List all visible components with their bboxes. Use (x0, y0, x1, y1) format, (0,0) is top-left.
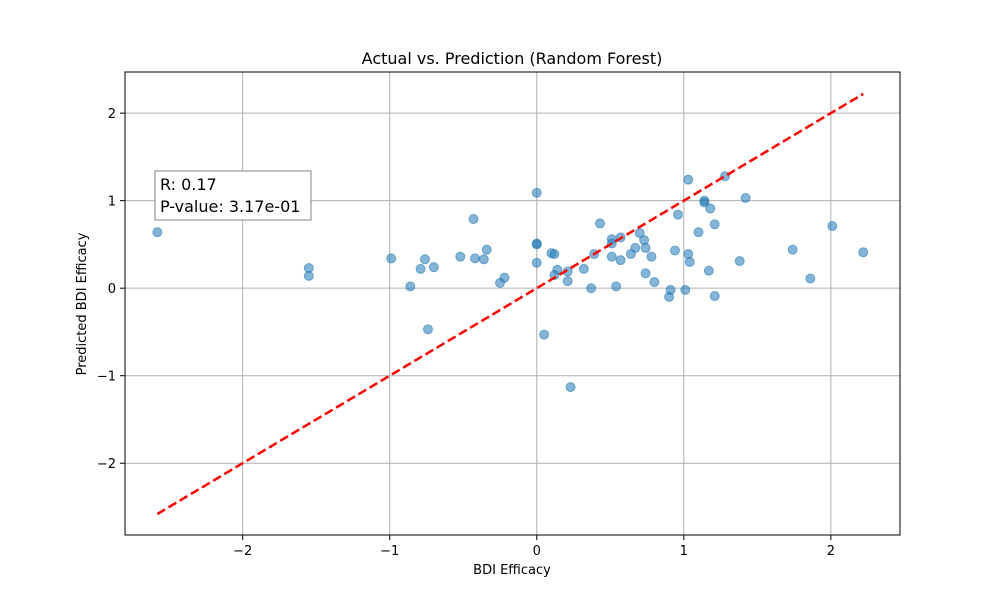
data-point (670, 245, 680, 256)
data-point (531, 257, 542, 268)
data-point (683, 174, 694, 185)
y-tick-label: 2 (108, 107, 116, 122)
data-point (420, 254, 430, 265)
data-point (640, 268, 651, 279)
x-tick-label: −1 (380, 544, 399, 559)
y-axis-ticks: −2 −1 0 1 2 (97, 107, 125, 472)
y-tick-label: −2 (97, 457, 116, 472)
data-point (386, 253, 397, 264)
y-tick-label: 1 (108, 195, 116, 210)
data-point (586, 283, 597, 294)
data-point (549, 249, 560, 260)
data-point (455, 251, 466, 262)
data-point (709, 219, 720, 230)
data-point (595, 218, 605, 229)
data-point (630, 242, 641, 253)
data-point (672, 209, 683, 220)
annotation-r-value: R: 0.17 (160, 175, 217, 194)
data-point (640, 242, 651, 253)
x-tick-label: 2 (827, 544, 835, 559)
chart-title: Actual vs. Prediction (Random Forest) (362, 49, 663, 68)
annotation-box (154, 170, 312, 221)
data-point (649, 277, 660, 288)
data-point (481, 244, 492, 255)
data-point (470, 253, 480, 264)
data-point (531, 187, 542, 198)
plot-frame (124, 71, 901, 536)
data-point (680, 284, 691, 295)
annotation-p-value: P-value: 3.17e-01 (160, 197, 300, 216)
data-point (405, 281, 416, 292)
data-point (611, 281, 622, 292)
reference-line (156, 92, 864, 516)
x-axis-ticks: −2 −1 0 1 2 (233, 535, 835, 559)
data-point (428, 262, 439, 273)
data-point (552, 264, 563, 275)
data-point (827, 221, 838, 232)
y-tick-label: 0 (108, 282, 116, 297)
data-point (562, 276, 573, 287)
data-point (705, 203, 716, 214)
data-point (531, 239, 542, 250)
data-point (578, 263, 589, 274)
data-point (499, 272, 510, 283)
y-tick-label: −1 (97, 370, 116, 385)
data-point (152, 227, 163, 238)
data-point (303, 270, 314, 281)
data-point (709, 291, 720, 302)
data-point (693, 227, 704, 238)
x-tick-label: 0 (533, 544, 541, 559)
data-point (703, 265, 714, 276)
x-tick-label: −2 (233, 544, 252, 559)
data-point (805, 273, 816, 284)
data-point (422, 324, 433, 335)
data-point (858, 247, 869, 258)
data-point (646, 251, 657, 262)
data-point (468, 214, 479, 225)
y-axis-label: Predicted BDI Efficacy (75, 232, 90, 375)
data-point (478, 254, 489, 265)
grid (125, 72, 900, 535)
x-tick-label: 1 (680, 544, 688, 559)
stats-annotation: R: 0.17 P-value: 3.17e-01 (154, 170, 312, 221)
data-point (684, 256, 695, 267)
data-point (539, 329, 550, 340)
reference-line-group (156, 92, 864, 516)
data-point (665, 284, 676, 295)
data-point (606, 251, 617, 262)
data-point (740, 193, 751, 204)
data-point (634, 228, 645, 239)
x-axis-label: BDI Efficacy (473, 563, 551, 578)
data-point (734, 256, 745, 267)
data-point (415, 263, 426, 274)
data-point (565, 382, 576, 393)
data-point (787, 244, 798, 255)
data-point (699, 197, 710, 208)
data-point (615, 255, 626, 266)
